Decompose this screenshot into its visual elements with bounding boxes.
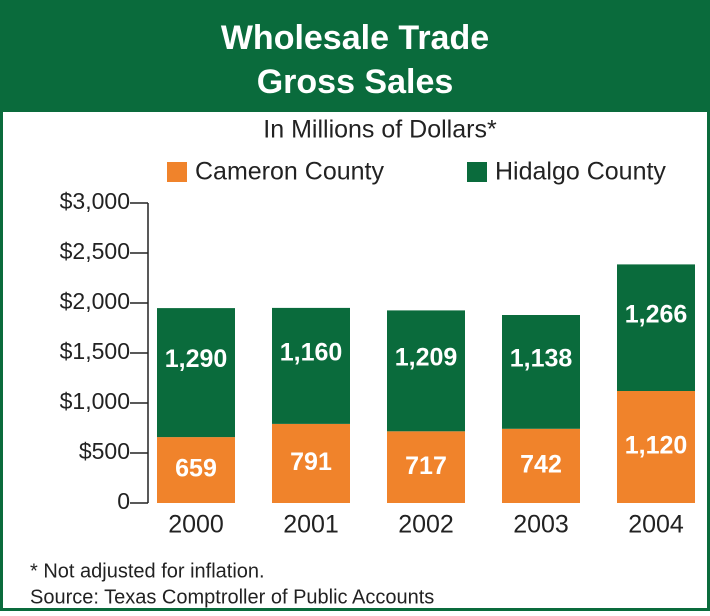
value-label: 1,290 bbox=[165, 345, 228, 373]
value-label: 791 bbox=[290, 448, 332, 476]
chart-title: Gross Sales bbox=[257, 63, 454, 101]
bar-segment bbox=[502, 428, 580, 503]
value-label: 742 bbox=[520, 451, 562, 479]
bar-segment bbox=[272, 423, 350, 503]
footnote: * Not adjusted for inflation. bbox=[30, 560, 265, 582]
bar-segment bbox=[272, 307, 350, 424]
bar-segment bbox=[617, 264, 695, 391]
bar-segment bbox=[157, 308, 235, 438]
chart-subtitle: In Millions of Dollars* bbox=[263, 116, 497, 144]
legend-label: Cameron County bbox=[195, 158, 384, 186]
bar-segment bbox=[157, 437, 235, 503]
value-label: 659 bbox=[175, 455, 217, 483]
bar-segment bbox=[387, 310, 465, 432]
y-tick-label: $3,000 bbox=[60, 188, 130, 214]
y-tick-label: $500 bbox=[79, 438, 130, 464]
value-label: 1,138 bbox=[510, 345, 573, 373]
y-tick-label: $1,000 bbox=[60, 388, 130, 414]
x-tick-label: 2000 bbox=[168, 511, 224, 539]
value-label: 1,266 bbox=[625, 300, 688, 328]
legend-swatch bbox=[167, 162, 187, 182]
bar-segment bbox=[617, 391, 695, 503]
y-tick-label: $2,000 bbox=[60, 288, 130, 314]
y-tick-label: 0 bbox=[117, 488, 130, 514]
header-band bbox=[0, 0, 710, 112]
legend-swatch bbox=[467, 162, 487, 182]
y-tick-label: $1,500 bbox=[60, 338, 130, 364]
chart-title: Wholesale Trade bbox=[221, 19, 489, 57]
x-tick-label: 2001 bbox=[283, 511, 339, 539]
bar-segment bbox=[502, 315, 580, 429]
x-tick-label: 2003 bbox=[513, 511, 569, 539]
bar-segment bbox=[387, 431, 465, 503]
x-tick-label: 2002 bbox=[398, 511, 454, 539]
y-tick-label: $2,500 bbox=[60, 238, 130, 264]
source-note: Source: Texas Comptroller of Public Acco… bbox=[30, 586, 434, 608]
legend-label: Hidalgo County bbox=[495, 158, 666, 186]
value-label: 1,120 bbox=[625, 432, 688, 460]
value-label: 1,209 bbox=[395, 343, 458, 371]
value-label: 1,160 bbox=[280, 339, 343, 367]
x-tick-label: 2004 bbox=[628, 511, 684, 539]
value-label: 717 bbox=[405, 452, 447, 480]
